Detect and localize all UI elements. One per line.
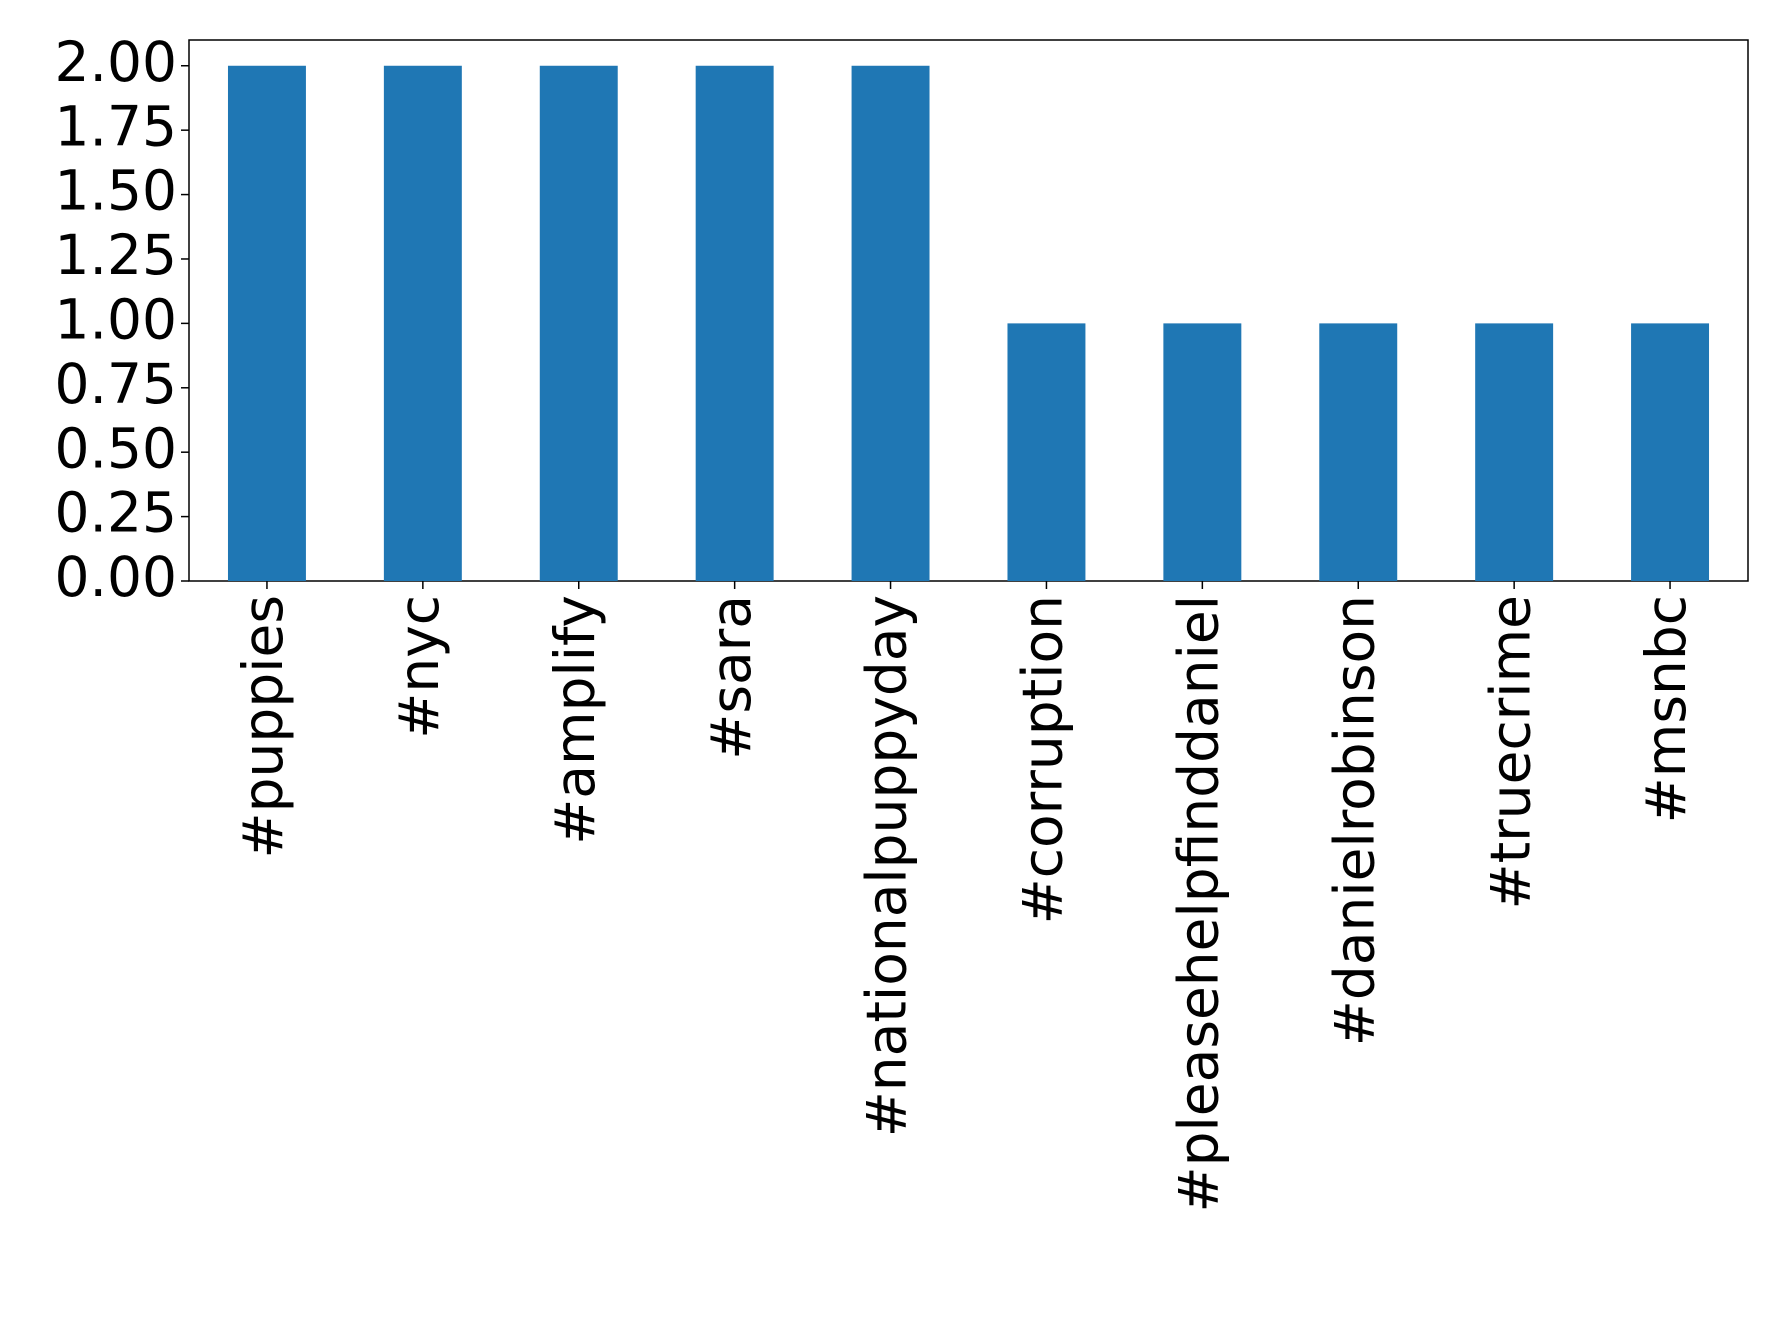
x-tick-label: #pleasehelpfinddaniel [1166, 595, 1230, 1213]
bar [539, 65, 618, 581]
bar [1475, 323, 1554, 581]
x-tick-label: #sara [699, 595, 763, 760]
x-tick-label: #nationalpuppyday [855, 595, 919, 1137]
y-tick-label: 0.00 [55, 545, 177, 609]
bar [227, 65, 306, 581]
x-tick-label: #truecrime [1478, 595, 1542, 910]
bar [1319, 323, 1398, 581]
x-tick-label: #corruption [1011, 595, 1075, 924]
plot-frame [188, 39, 1749, 582]
y-tick-label: 1.00 [55, 288, 177, 352]
y-tick-label: 1.75 [55, 94, 177, 158]
x-tick-label: #danielrobinson [1322, 595, 1386, 1046]
y-tick-label: 2.00 [55, 30, 177, 94]
y-tick-label: 1.50 [55, 159, 177, 223]
x-tick-label: #msnbc [1634, 595, 1698, 823]
bar [383, 65, 462, 581]
x-tick-label: #amplify [543, 595, 607, 845]
y-tick-label: 0.50 [55, 416, 177, 480]
y-tick-label: 0.25 [55, 481, 177, 545]
y-tick-label: 1.25 [55, 223, 177, 287]
bar [1163, 323, 1242, 581]
bar [851, 65, 930, 581]
bar [1007, 323, 1086, 581]
bar [1631, 323, 1710, 581]
x-tick-label: #puppies [231, 595, 295, 858]
x-tick-label: #nyc [387, 595, 451, 739]
y-tick-label: 0.75 [55, 352, 177, 416]
bar [695, 65, 774, 581]
